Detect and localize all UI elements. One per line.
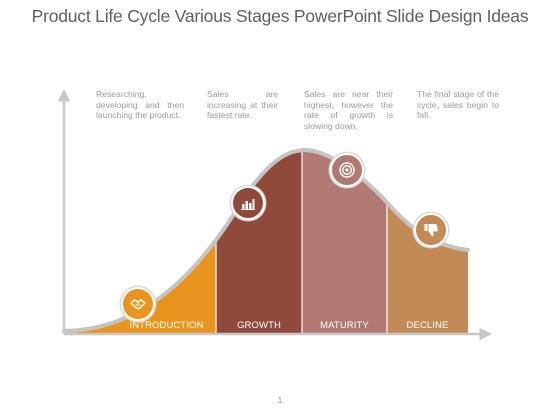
page-number: 1 xyxy=(277,396,283,405)
maturity-description: Sales are near their highest, however th… xyxy=(304,89,393,131)
growth-description: Sales are increasing at their fastest ra… xyxy=(207,89,278,121)
life-cycle-curve xyxy=(62,147,470,333)
introduction-description: Researching, developing and then launchi… xyxy=(96,89,184,121)
maturity-label: MATURITY xyxy=(320,320,369,331)
introduction-label: INTRODUCTION xyxy=(129,320,204,331)
thumbs-down-icon xyxy=(414,213,448,247)
handshake-icon xyxy=(121,287,155,321)
growth-label: GROWTH xyxy=(237,320,281,331)
slide-title: Product Life Cycle Various Stages PowerP… xyxy=(31,6,529,26)
decline-description: The final stage of the cycle, sales begi… xyxy=(417,89,499,121)
bar-chart-icon xyxy=(231,186,265,220)
growth-region xyxy=(216,152,302,333)
target-icon xyxy=(330,153,364,187)
decline-label: DECLINE xyxy=(406,320,449,331)
